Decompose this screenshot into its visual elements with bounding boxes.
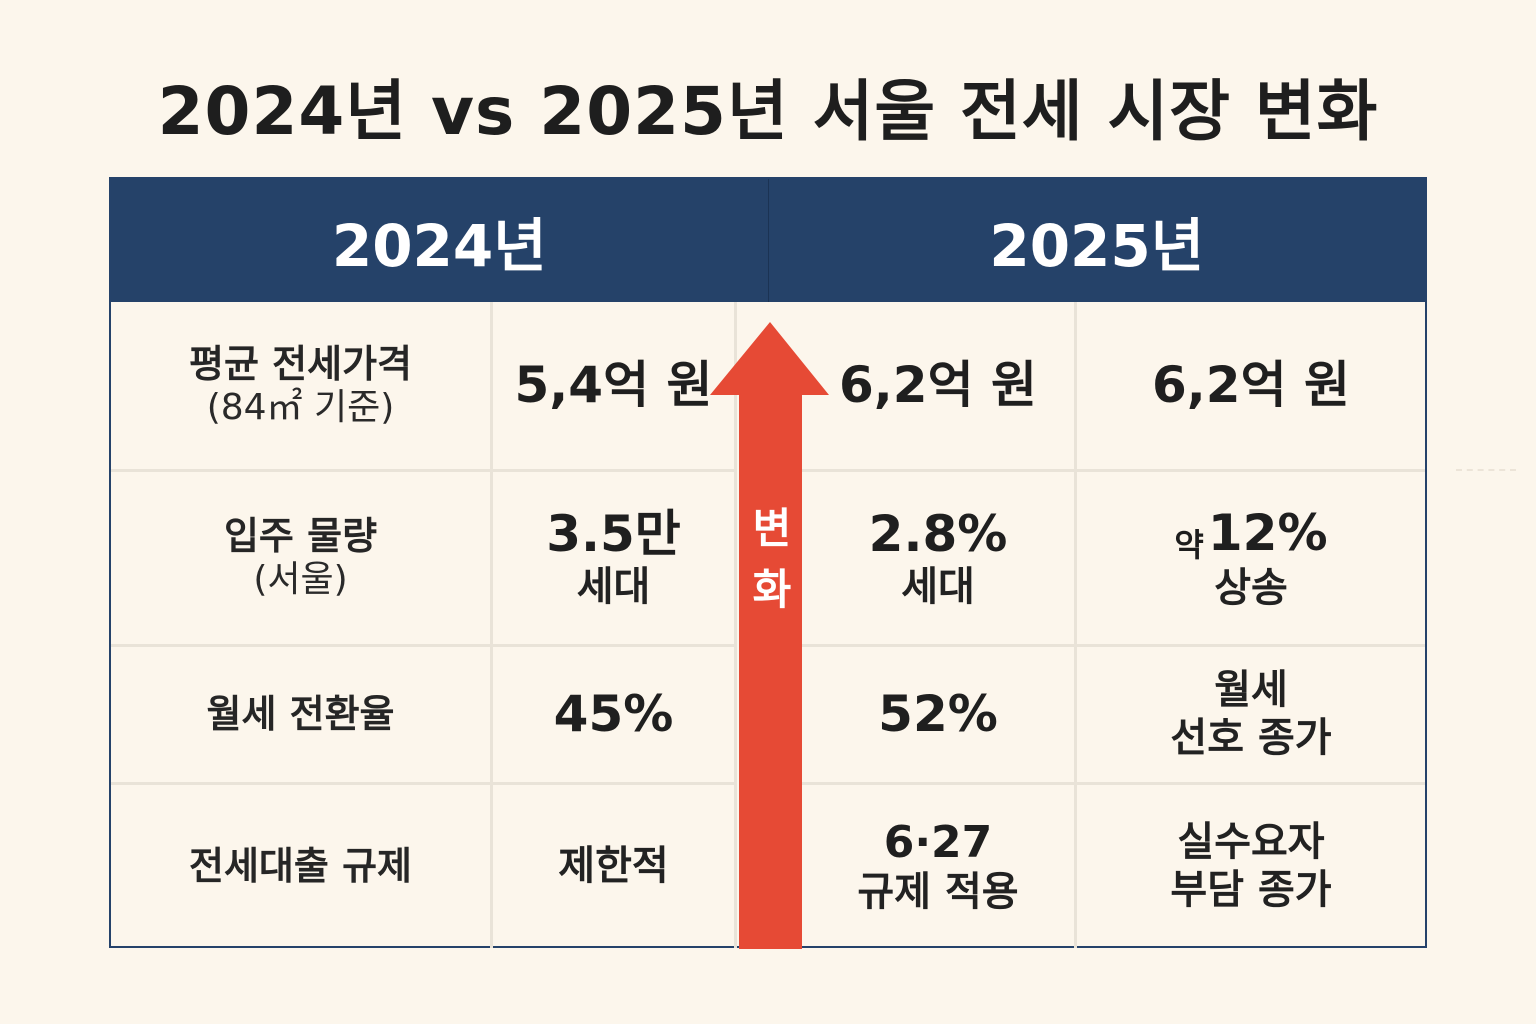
page-title: 2024년 vs 2025년 서울 전세 시장 변화 bbox=[157, 73, 1379, 150]
cell-change-supply: 약12% 상송 bbox=[1077, 472, 1425, 647]
table-body: 평균 전세가격 (84㎡ 기준) 5,4억 원 6,2억 원 6,2억 원 입주… bbox=[111, 302, 1425, 948]
value-change-line2: 선호 종가 bbox=[1170, 714, 1332, 761]
value-change-line1: 약12% bbox=[1174, 504, 1327, 564]
row-label-monthly-rent-rate: 월세 전환율 bbox=[111, 647, 493, 785]
value-2025-line1: 2.8% bbox=[868, 504, 1008, 563]
row-label-avg-price: 평균 전세가격 (84㎡ 기준) bbox=[111, 302, 493, 472]
row-label-loan-regulation: 전세대출 규제 bbox=[111, 785, 493, 948]
cell-2025-monthly-rent-rate: 52% bbox=[802, 647, 1077, 785]
table-header: 2024년 2025년 bbox=[111, 179, 1425, 302]
value-change-line1: 월세 bbox=[1214, 667, 1288, 714]
value-2024: 45% bbox=[553, 685, 674, 743]
decorative-divider bbox=[1456, 469, 1516, 471]
change-label-line1: 변 bbox=[752, 504, 792, 553]
row-label-line1: 전세대출 규제 bbox=[189, 844, 412, 889]
value-change-line1: 실수요자 bbox=[1177, 819, 1325, 866]
comparison-table: 2024년 2025년 평균 전세가격 (84㎡ 기준) 5,4억 원 6,2억… bbox=[109, 177, 1427, 949]
cell-2024-avg-price: 5,4억 원 bbox=[493, 302, 737, 472]
value-change-percent: 12% bbox=[1207, 504, 1328, 563]
value-change-line2: 부담 종가 bbox=[1170, 866, 1332, 913]
row-label-line2: (서울) bbox=[253, 559, 348, 601]
value-2024-line2: 세대 bbox=[576, 563, 651, 610]
change-arrow-icon bbox=[710, 322, 829, 949]
cell-2024-supply: 3.5만 세대 bbox=[493, 472, 737, 647]
change-label-line2: 화 bbox=[752, 564, 792, 614]
value-2025: 52% bbox=[878, 685, 998, 743]
value-2025: 6,2억 원 bbox=[839, 356, 1037, 414]
header-2024: 2024년 bbox=[331, 211, 547, 280]
value-change: 6,2억 원 bbox=[1152, 356, 1350, 414]
row-label-line2: (84㎡ 기준) bbox=[206, 386, 395, 428]
value-2024-line1: 3.5만 bbox=[546, 504, 681, 563]
cell-2024-loan-regulation: 제한적 bbox=[493, 785, 737, 948]
value-2025-line2: 세대 bbox=[901, 563, 975, 610]
value-change-line2: 상송 bbox=[1214, 564, 1288, 611]
header-2025: 2025년 bbox=[767, 179, 1426, 302]
row-label-line1: 입주 물량 bbox=[223, 514, 378, 559]
cell-change-monthly-rent-rate: 월세 선호 종가 bbox=[1077, 647, 1425, 785]
cell-change-avg-price: 6,2억 원 bbox=[1077, 302, 1425, 472]
cell-change-loan-regulation: 실수요자 부담 종가 bbox=[1077, 785, 1425, 948]
value-change-prefix: 약 bbox=[1174, 525, 1204, 564]
cell-2025-avg-price: 6,2억 원 bbox=[802, 302, 1077, 472]
value-2025-line2: 규제 적용 bbox=[857, 868, 1019, 915]
value-2024: 5,4억 원 bbox=[514, 356, 713, 414]
row-label-supply: 입주 물량 (서울) bbox=[111, 472, 493, 647]
row-label-line1: 평균 전세가격 bbox=[189, 341, 412, 386]
value-2024: 제한적 bbox=[558, 842, 669, 889]
arrow-shape bbox=[710, 322, 829, 949]
cell-2025-supply: 2.8% 세대 bbox=[802, 472, 1077, 647]
value-2025-line1: 6·27 bbox=[883, 816, 993, 868]
cell-2025-loan-regulation: 6·27 규제 적용 bbox=[802, 785, 1077, 948]
change-label: 변 화 bbox=[740, 499, 804, 621]
row-label-line1: 월세 전환율 bbox=[206, 692, 395, 737]
cell-2024-monthly-rent-rate: 45% bbox=[493, 647, 737, 785]
